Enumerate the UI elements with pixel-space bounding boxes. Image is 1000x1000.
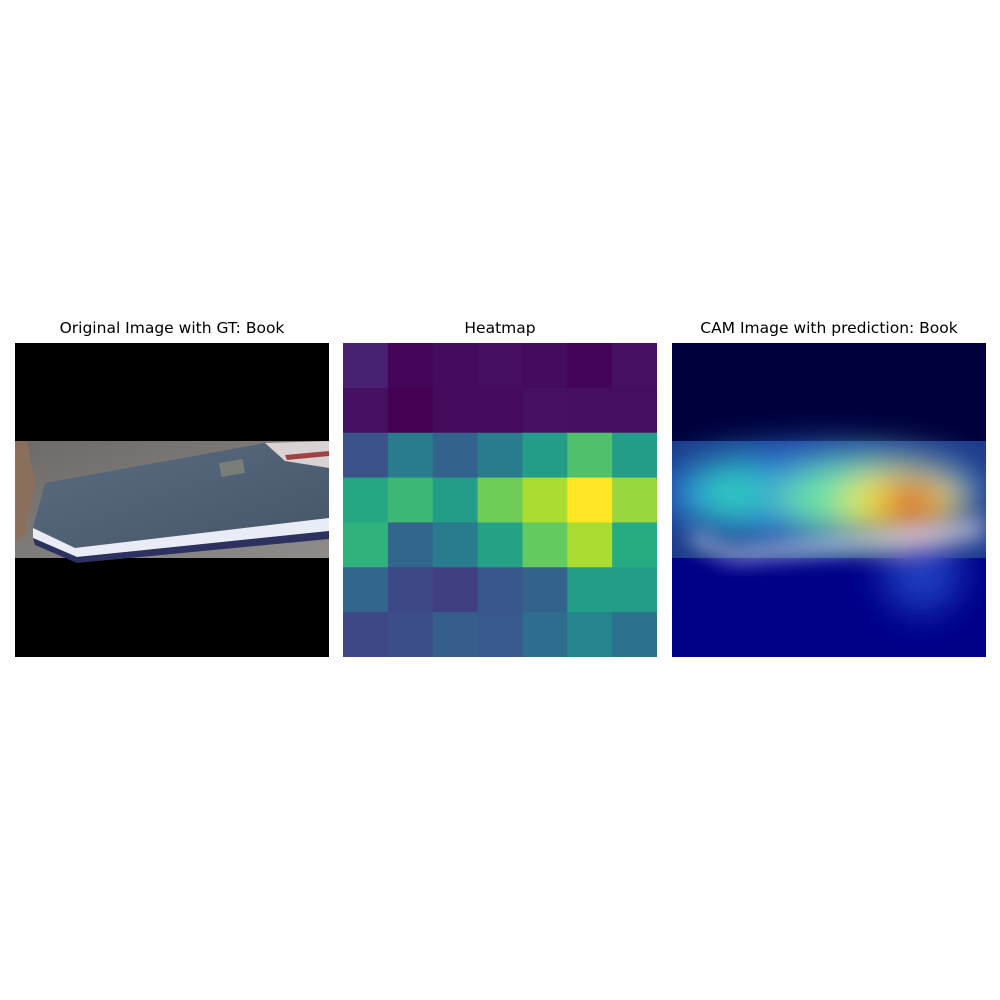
heatmap-cell-r6-c4 [522,612,568,657]
heatmap-cell-r3-c1 [387,477,434,523]
heatmap-cell-r3-c0 [343,477,389,523]
heatmap-cell-r4-c2 [432,522,479,568]
heatmap-cell-r5-c4 [522,567,568,613]
heatmap-svg [343,343,657,657]
heatmap-cell-r0-c1 [387,343,434,389]
heatmap-cell-r3-c2 [432,477,479,523]
heatmap-cell-r1-c2 [432,387,479,434]
heatmap-cell-r4-c3 [477,522,523,568]
heatmap-cell-r1-c0 [343,387,389,434]
heatmap-cell-r6-c0 [343,612,389,657]
heatmap-cell-r5-c2 [432,567,479,613]
heatmap-cell-r6-c6 [612,612,657,657]
heatmap-cell-r0-c6 [612,343,657,389]
heatmap-cell-r6-c3 [477,612,523,657]
heatmap-cell-r3-c3 [477,477,523,523]
heatmap-cell-r6-c1 [387,612,434,657]
cam-image-graphic [672,343,986,657]
heatmap-cell-r5-c6 [612,567,657,613]
heatmap-cell-r3-c5 [567,477,613,523]
heatmap-cell-r0-c4 [522,343,568,389]
heatmap-cell-r5-c0 [343,567,389,613]
original-image-graphic [15,343,329,657]
heatmap-cell-r3-c4 [522,477,568,523]
heatmap-cell-r4-c1 [387,522,434,568]
heatmap-cell-r0-c0 [343,343,389,389]
heatmap-plot [343,343,657,657]
heatmap-cell-r4-c6 [612,522,657,568]
heatmap-cell-r5-c5 [567,567,613,613]
original-image [15,343,329,657]
cam-image [672,343,986,657]
heatmap-cell-r1-c6 [612,387,657,434]
heatmap-cell-r1-c1 [387,387,434,434]
heatmap-cell-r1-c5 [567,387,613,434]
original-image-title: Original Image with GT: Book [59,319,285,337]
heatmap-cell-r2-c1 [387,432,434,479]
heatmap-cell-r6-c2 [432,612,479,657]
heatmap-title: Heatmap [464,319,536,337]
heatmap-cell-r1-c4 [522,387,568,434]
heatmap-cell-r1-c3 [477,387,523,434]
heatmap-cell-r0-c3 [477,343,523,389]
heatmap-cell-r4-c0 [343,522,389,568]
heatmap-cell-r2-c6 [612,432,657,479]
heatmap-cell-r4-c4 [522,522,568,568]
heatmap-cell-r6-c5 [567,612,613,657]
heatmap-cell-r2-c0 [343,432,389,479]
heatmap-cell-r3-c6 [612,477,657,523]
cam-image-title: CAM Image with prediction: Book [700,319,958,337]
heatmap-cell-r4-c5 [567,522,613,568]
heatmap-cell-r0-c5 [567,343,613,389]
heatmap-cell-r2-c3 [477,432,523,479]
heatmap-cell-r5-c1 [387,567,434,613]
heatmap-cell-r2-c4 [522,432,568,479]
heatmap-cell-r2-c5 [567,432,613,479]
heatmap-cell-r2-c2 [432,432,479,479]
heatmap-cell-r5-c3 [477,567,523,613]
heatmap-cell-r0-c2 [432,343,479,389]
